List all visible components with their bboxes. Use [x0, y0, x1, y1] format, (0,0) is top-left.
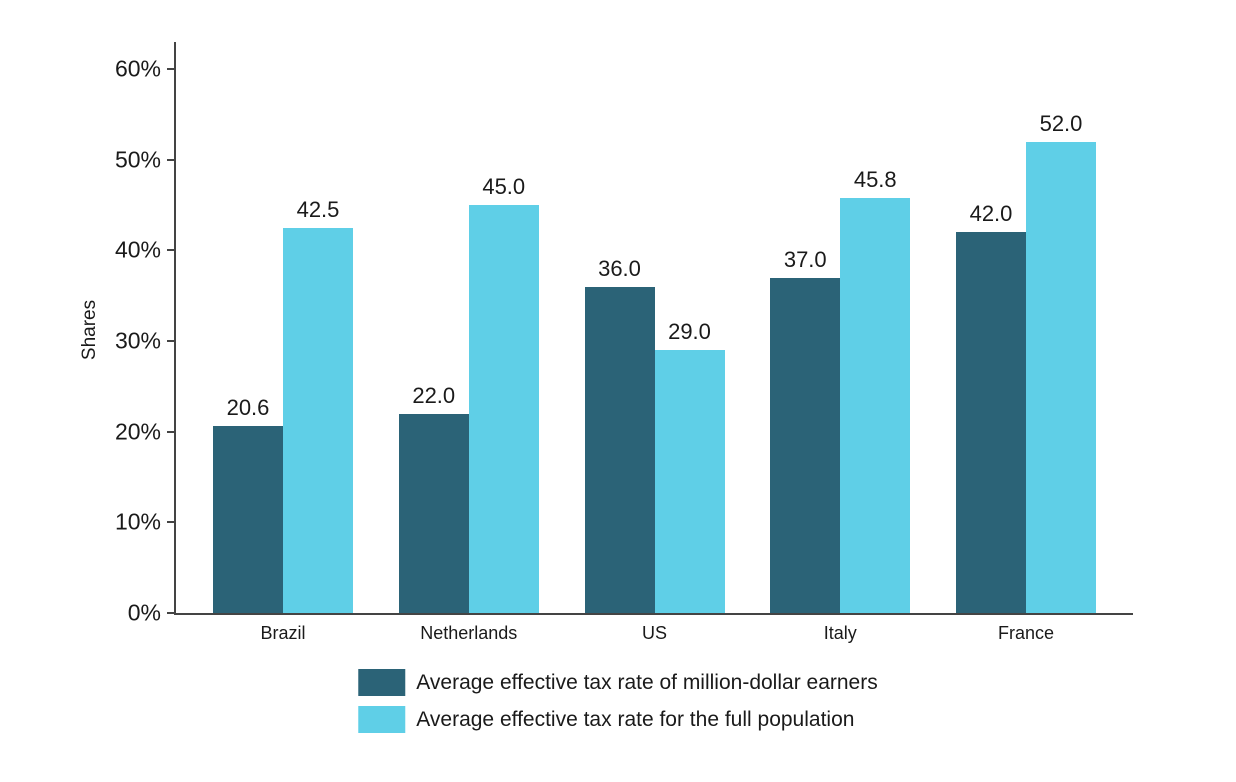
bar-value-label: 37.0 [783, 246, 827, 272]
bar-series1-netherlands: 22.0 [398, 384, 469, 613]
y-tick-mark [167, 340, 176, 343]
y-axis-line [174, 42, 176, 615]
bar-group-netherlands: 22.0 45.0 [398, 176, 539, 613]
bar-group-italy: 37.0 45.8 [770, 168, 911, 613]
legend-label-1: Average effective tax rate of million-do… [416, 670, 878, 694]
legend-item-2: Average effective tax rate for the full … [358, 706, 877, 733]
bar-value-label: 29.0 [668, 319, 711, 345]
bar-group-brazil: 20.6 42.5 [213, 198, 353, 613]
y-tick-label: 50% [114, 146, 161, 173]
y-tick-mark [167, 158, 176, 161]
x-axis-label-us: US [641, 623, 667, 643]
bar-value-label: 42.5 [296, 196, 340, 222]
x-axis-label-netherlands: Netherlands [420, 623, 518, 643]
bar-series1-italy: 37.0 [770, 248, 841, 613]
y-tick-mark [167, 521, 176, 524]
y-tick-mark [167, 68, 176, 71]
bar-series2-italy: 45.8 [840, 168, 911, 613]
y-tick-label: 30% [114, 327, 161, 354]
y-tick-label: 10% [114, 508, 161, 535]
y-tick-mark [167, 430, 176, 433]
bar-group-france: 42.0 52.0 [956, 112, 1096, 613]
bar-value-label: 45.0 [482, 174, 526, 200]
bar-series1-us: 36.0 [584, 257, 655, 613]
plot-area: 0% 10% 20% 30% 40% 50% 60% 20.6 42.5 22.0 45.0 36.… [115, 42, 1133, 643]
y-axis-title: Shares [79, 299, 100, 361]
legend-label-2: Average effective tax rate for the full … [416, 707, 855, 731]
bar-series2-netherlands: 45.0 [468, 176, 539, 613]
bar-series1-brazil: 20.6 [213, 397, 283, 613]
legend-swatch-1 [358, 669, 406, 696]
bar-value-label: 42.0 [969, 201, 1013, 227]
x-axis-line [174, 613, 1133, 615]
bar-value-label: 45.8 [853, 166, 897, 192]
bar-series1-france: 42.0 [956, 203, 1026, 613]
bar-series2-us: 29.0 [654, 321, 725, 613]
legend-swatch-2 [358, 706, 406, 733]
x-axis-label-france: France [997, 623, 1055, 643]
x-axis-labels: Brazil Netherlands US Italy France [176, 623, 1133, 644]
bar-value-label: 36.0 [598, 255, 641, 281]
y-tick-label: 60% [114, 55, 161, 82]
bar-group-us: 36.0 29.0 [584, 257, 725, 613]
y-tick-label: 0% [127, 599, 161, 626]
legend-item-1: Average effective tax rate of million-do… [358, 669, 878, 696]
y-tick-label: 40% [114, 236, 161, 263]
y-tick-mark [167, 249, 176, 252]
y-tick-label: 20% [114, 418, 161, 445]
bars-container: 20.6 42.5 22.0 45.0 36.0 29.0 37.0 45.8 42.0 52.0 [176, 42, 1133, 613]
x-axis-label-brazil: Brazil [260, 623, 306, 643]
bar-value-label: 20.6 [226, 395, 270, 421]
bar-series2-brazil: 42.5 [283, 198, 353, 613]
bar-series2-france: 52.0 [1026, 112, 1096, 613]
legend: Average effective tax rate of million-do… [358, 669, 878, 733]
x-axis-label-italy: Italy [823, 623, 857, 643]
bar-value-label: 52.0 [1039, 110, 1083, 136]
bar-value-label: 22.0 [412, 382, 456, 408]
y-tick-mark [167, 612, 176, 614]
